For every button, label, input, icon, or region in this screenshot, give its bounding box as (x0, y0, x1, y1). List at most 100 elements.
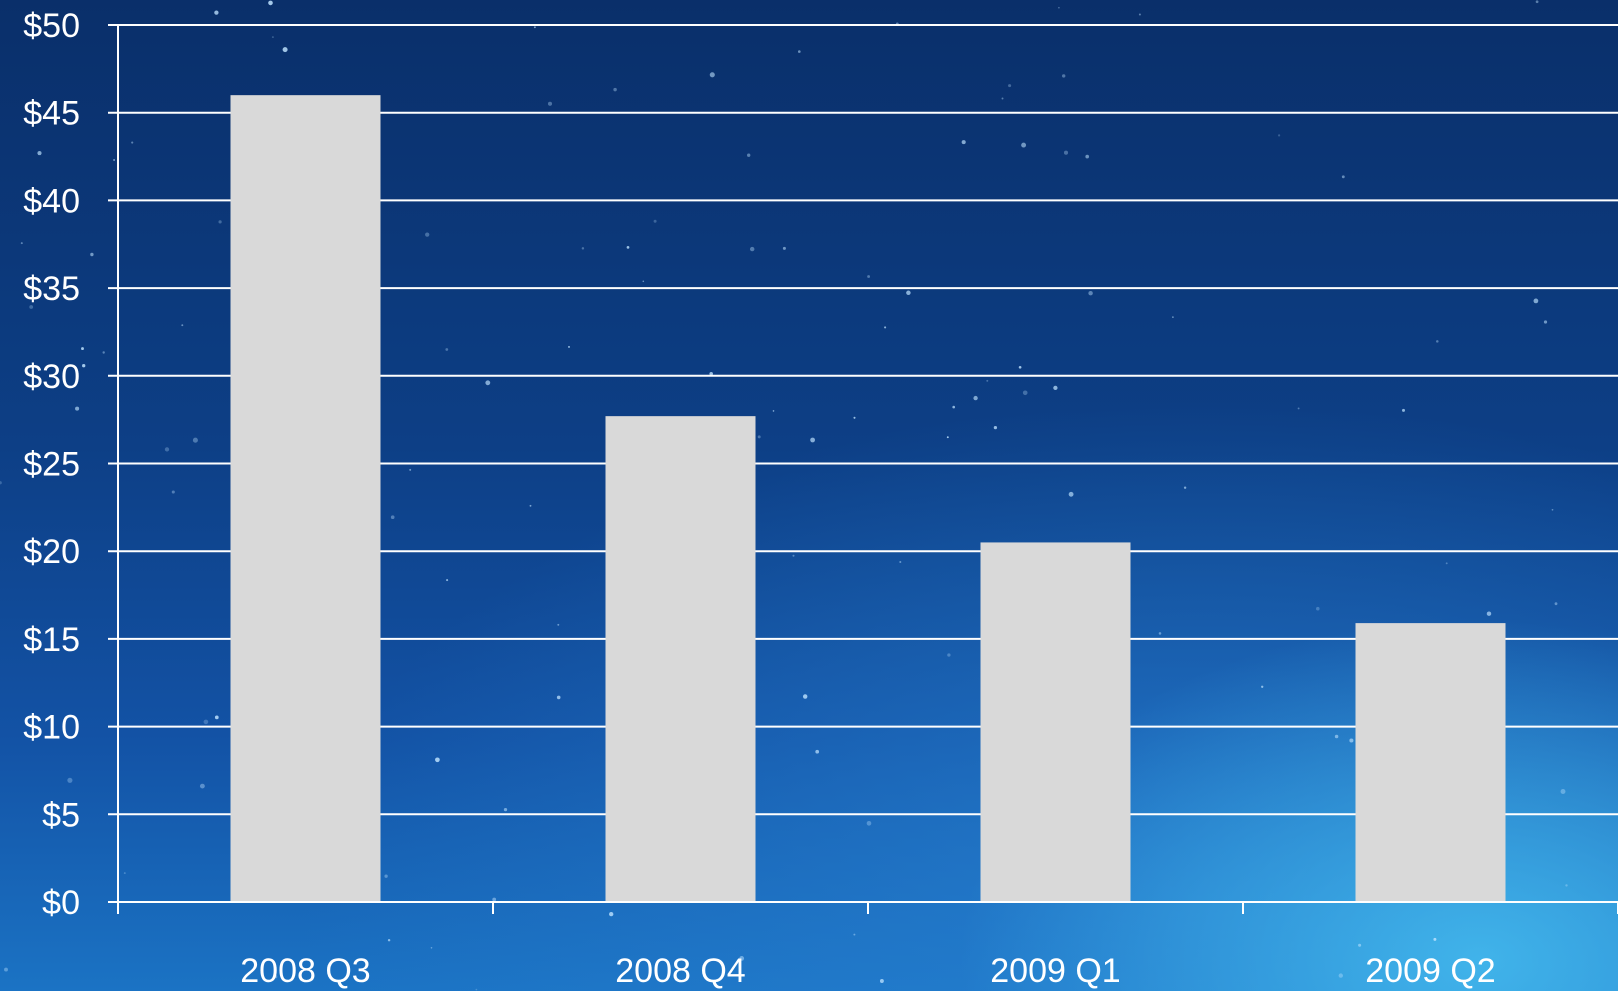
star-dot (384, 874, 388, 878)
star-dot (747, 153, 751, 157)
star-dot (946, 436, 949, 439)
star-dot (1138, 13, 1141, 16)
x-tick-label: 2008 Q3 (240, 952, 370, 990)
bars (230, 95, 1506, 902)
y-tick-label: $45 (23, 95, 80, 133)
star-dot (1334, 734, 1339, 739)
star-dot (199, 783, 205, 789)
star-dot (1402, 408, 1405, 412)
star-dot (884, 326, 887, 329)
star-dot (1297, 407, 1300, 410)
star-dot (503, 807, 508, 812)
star-dot (4, 967, 8, 972)
star-dot (986, 379, 989, 382)
star-dot (1008, 84, 1012, 88)
star-dot (409, 468, 412, 471)
x-tick-label: 2009 Q1 (990, 952, 1120, 990)
star-dot (609, 911, 614, 917)
axes (117, 25, 1618, 914)
star-dot (274, 975, 278, 979)
star-dot (581, 247, 585, 250)
star-dot (1341, 175, 1345, 179)
star-dot (613, 87, 617, 92)
y-tick-label: $40 (23, 182, 80, 220)
y-tick-label: $35 (23, 270, 80, 308)
y-tick-label: $10 (23, 709, 80, 747)
star-dot (792, 554, 795, 557)
star-dot (492, 897, 497, 902)
star-dot (557, 623, 560, 626)
star-dot (1565, 884, 1568, 887)
star-dot (879, 979, 884, 983)
x-tick-label: 2008 Q4 (615, 952, 745, 990)
y-tick-label: $25 (23, 446, 80, 484)
star-dot (1088, 290, 1093, 296)
star-dot (810, 437, 815, 443)
star-dot (1551, 508, 1554, 511)
star-dot (1018, 365, 1022, 369)
star-dot (1349, 738, 1354, 743)
bar (1355, 623, 1506, 902)
y-tick-label: $0 (42, 884, 80, 922)
y-tick-label: $15 (23, 621, 80, 659)
star-dot (1535, 0, 1539, 4)
y-tick-label: $50 (23, 7, 80, 45)
star-dot (547, 101, 553, 106)
star-dot (1022, 390, 1028, 396)
bar (230, 95, 381, 902)
star-dot (1560, 789, 1566, 794)
star-dot (1001, 97, 1004, 100)
star-dot (993, 425, 998, 430)
star-dot (1278, 134, 1281, 137)
star-dot (67, 777, 73, 783)
star-dot (1062, 74, 1066, 78)
star-dot (1554, 602, 1558, 606)
bar (605, 416, 756, 902)
star-dot (947, 653, 951, 657)
star-dot (757, 435, 761, 439)
star-dot (952, 405, 956, 409)
star-dot (1183, 486, 1187, 489)
star-dot (1316, 606, 1320, 611)
star-dot (123, 872, 126, 875)
star-dot (853, 416, 856, 419)
star-dot (802, 694, 808, 699)
bar (980, 542, 1131, 902)
star-dot (203, 719, 209, 725)
star-dot (653, 219, 657, 223)
star-dot (815, 749, 820, 754)
y-tick-label: $20 (23, 533, 80, 571)
star-dot (171, 490, 175, 494)
star-dot (556, 695, 561, 700)
star-dot (1445, 562, 1448, 565)
star-dot (1433, 937, 1437, 941)
star-dot (446, 579, 449, 582)
star-dot (853, 933, 856, 936)
star-dot (282, 47, 288, 53)
star-dot (866, 820, 872, 826)
star-dot (113, 159, 116, 161)
star-dot (387, 938, 391, 942)
star-dot (181, 324, 184, 327)
star-dot (390, 515, 395, 520)
star-dot (1338, 973, 1343, 978)
star-dot (102, 351, 105, 354)
axis-labels: $0 $5 $10 $15 $20 $25 $30 $35 $40 $45 $50 2008 Q3 20… (23, 7, 1495, 990)
star-dot (0, 481, 2, 485)
star-dot (899, 560, 902, 564)
star-dot (485, 380, 491, 386)
star-dot (268, 0, 273, 6)
star-dot (709, 372, 713, 376)
star-dot (1063, 150, 1069, 155)
y-tick-label: $5 (42, 796, 80, 834)
star-dot (1533, 298, 1539, 304)
star-dot (529, 504, 532, 507)
star-dot (772, 410, 775, 412)
star-dot (430, 946, 433, 949)
star-dot (37, 151, 42, 156)
star-dot (82, 364, 86, 368)
star-dot (75, 406, 80, 411)
star-dot (81, 347, 84, 351)
